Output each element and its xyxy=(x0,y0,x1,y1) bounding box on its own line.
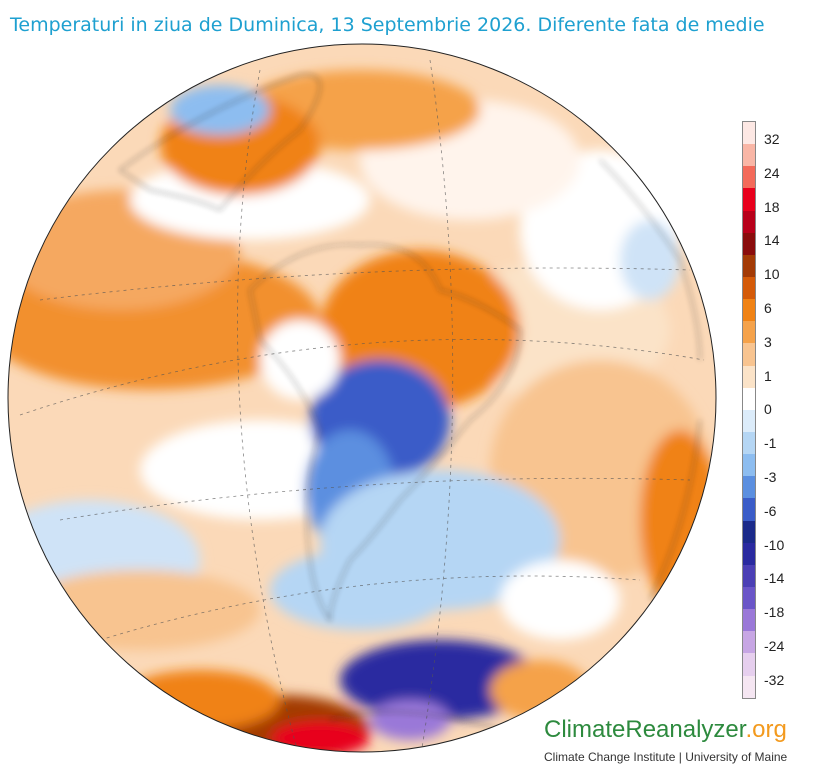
brand-part3: .org xyxy=(745,716,787,743)
colorbar-segment xyxy=(743,542,755,565)
colorbar-segment xyxy=(743,254,755,277)
colorbar-tick-label: -1 xyxy=(764,435,777,452)
map-title: Temperaturi in ziua de Duminica, 13 Sept… xyxy=(10,14,765,36)
colorbar-tick-label: 32 xyxy=(764,131,780,147)
colorbar-segment xyxy=(743,476,755,499)
colorbar-segment xyxy=(743,586,755,610)
colorbar-segment xyxy=(743,387,755,410)
colorbar-tick-label: 3 xyxy=(764,333,772,350)
colorbar-tick-label: -6 xyxy=(764,502,777,519)
colorbar-tick-label: 14 xyxy=(764,232,780,249)
colorbar-segment xyxy=(743,631,755,654)
colorbar-segment xyxy=(743,520,755,543)
colorbar-segment xyxy=(743,365,755,388)
colorbar-segment xyxy=(743,188,755,211)
brand-logo: ClimateReanalyzer.org xyxy=(544,716,787,744)
brand-part1: Climate xyxy=(544,716,626,743)
colorbar-segment xyxy=(743,498,755,521)
colorbar-segment xyxy=(743,122,755,145)
colorbar-segment xyxy=(743,144,755,167)
colorbar-tick-label: -10 xyxy=(764,536,785,553)
brand-subtitle: Climate Change Institute | University of… xyxy=(544,750,788,764)
colorbar-tick-label: -24 xyxy=(764,638,785,654)
colorbar-tick-label: -3 xyxy=(764,469,777,485)
colorbar-segment xyxy=(743,653,755,676)
colorbar-tick-label: 24 xyxy=(764,164,780,181)
colorbar-segment xyxy=(743,431,755,455)
colorbar-segment xyxy=(743,232,755,255)
colorbar-segment xyxy=(743,564,755,587)
colorbar-tick-label: 0 xyxy=(764,401,772,418)
colorbar-segment xyxy=(743,276,755,300)
colorbar-segment xyxy=(743,609,755,632)
colorbar-tick-label: 10 xyxy=(764,266,780,283)
colorbar-segment xyxy=(743,409,755,432)
colorbar-tick-label: -18 xyxy=(764,604,785,621)
colorbar-segment xyxy=(743,210,755,233)
brand-part2: Reanalyzer xyxy=(625,716,746,743)
colorbar-tick-label: -32 xyxy=(764,671,785,688)
colorbar-segment xyxy=(743,675,755,698)
colorbar-tick-label: 18 xyxy=(764,198,780,215)
colorbar-segment xyxy=(743,321,755,344)
colorbar-tick-label: 6 xyxy=(764,300,772,316)
colorbar-tick-label: 1 xyxy=(764,367,772,384)
colorbar-segment xyxy=(743,299,755,322)
colorbar-segment xyxy=(743,454,755,477)
colorbar-tick-label: -14 xyxy=(764,570,785,587)
colorbar xyxy=(742,121,756,699)
colorbar-segment xyxy=(743,343,755,366)
colorbar-segment xyxy=(743,166,755,189)
